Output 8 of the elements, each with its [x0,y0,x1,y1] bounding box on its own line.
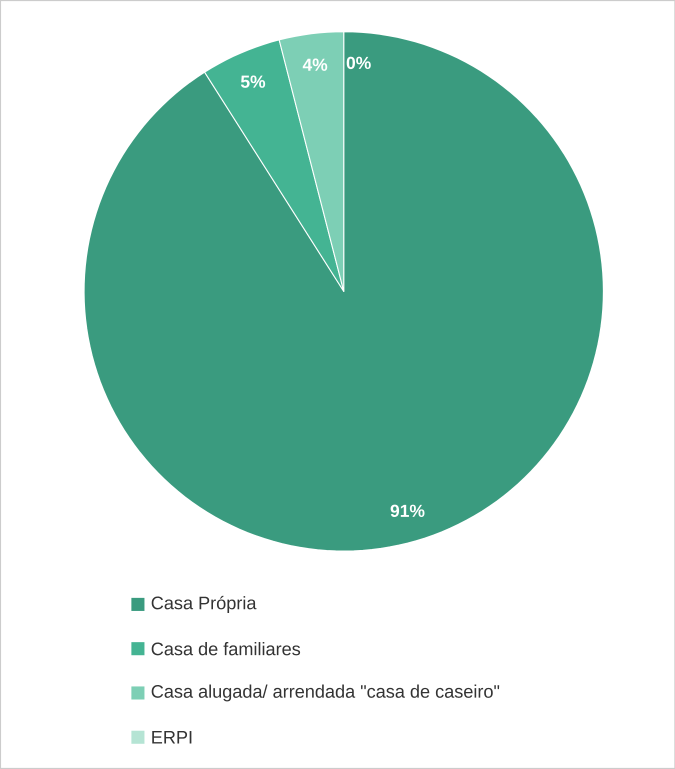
legend-label: ERPI [152,731,192,744]
legend-label: Casa Própria [152,596,256,613]
data-label: 91% [390,504,424,518]
data-label: 4% [302,58,328,71]
data-label: 5% [240,76,265,88]
legend-label: Casa de familiares [152,642,300,656]
text: 0% [346,56,371,70]
legend-label: Casa alugada/ arrendada "casa de caseiro" [152,684,499,702]
